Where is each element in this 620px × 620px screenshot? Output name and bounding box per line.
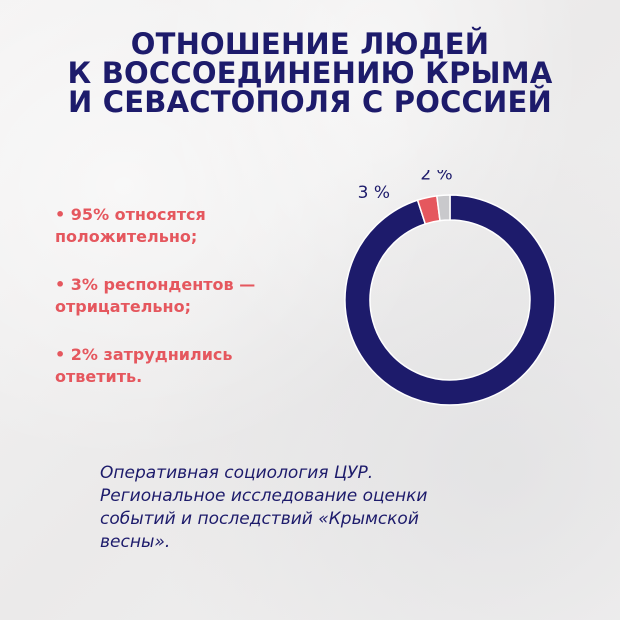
label-undecided: 2 % xyxy=(420,170,452,184)
source-line-1: Оперативная социология ЦУР. xyxy=(100,463,374,483)
title-line-1: ОТНОШЕНИЕ ЛЮДЕЙ xyxy=(130,27,490,61)
finding-negative: • 3% респондентов — отрицательно; xyxy=(55,275,256,316)
source-line-3: событий и последствий «Крымской xyxy=(100,509,419,529)
finding-undecided: • 2% затруднились ответить. xyxy=(55,345,233,386)
slice-undecided xyxy=(436,194,451,222)
finding-positive: • 95% относятся положительно; xyxy=(55,205,206,246)
source-line-4: весны». xyxy=(100,532,171,552)
source-line-2: Региональное исследование оценки xyxy=(100,486,428,506)
page-title: ОТНОШЕНИЕ ЛЮДЕЙ К ВОССОЕДИНЕНИЮ КРЫМА И … xyxy=(0,30,620,117)
source-note: Оперативная социология ЦУР. Региональное… xyxy=(100,462,560,554)
findings-list: • 95% относятся положительно; • 3% респо… xyxy=(55,204,315,414)
label-negative: 3 % xyxy=(358,183,390,203)
donut-chart: 95 % 3 % 2 % xyxy=(344,170,556,440)
title-line-3: И СЕВАСТОПОЛЯ С РОССИЕЙ xyxy=(68,85,552,119)
slice-positive xyxy=(344,194,556,406)
label-positive: 95 % xyxy=(461,438,504,440)
title-line-2: К ВОССОЕДИНЕНИЮ КРЫМА xyxy=(67,56,553,90)
